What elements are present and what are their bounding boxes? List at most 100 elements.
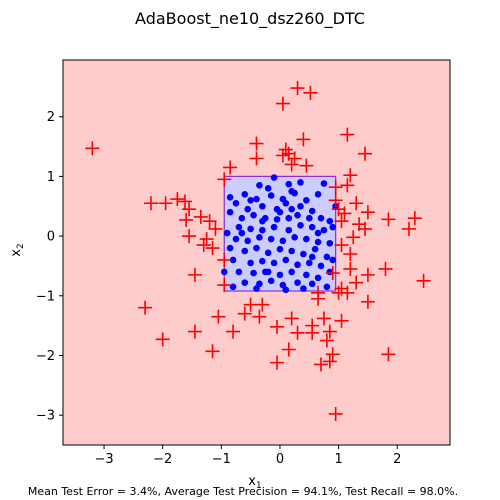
positive-point — [308, 207, 316, 215]
negative-point — [211, 309, 226, 324]
positive-point — [238, 229, 246, 237]
negative-point — [378, 261, 393, 276]
negative-point — [296, 132, 311, 147]
positive-point — [329, 223, 337, 231]
negative-point — [155, 332, 170, 347]
negative-point — [299, 158, 314, 173]
positive-point — [267, 235, 275, 243]
data-marks — [85, 81, 431, 421]
positive-point — [314, 229, 322, 237]
positive-point — [270, 223, 278, 231]
positive-point — [264, 268, 272, 276]
positive-point — [303, 196, 310, 204]
negative-point — [208, 221, 223, 236]
positive-point — [226, 244, 234, 252]
positive-point — [291, 233, 298, 241]
negative-point — [275, 148, 290, 163]
negative-point — [143, 196, 158, 211]
negative-point — [328, 193, 343, 208]
positive-point — [264, 249, 272, 257]
negative-point — [416, 273, 431, 288]
positive-point — [297, 179, 304, 186]
negative-point — [193, 209, 208, 224]
negative-point — [381, 347, 396, 362]
positive-point — [326, 239, 334, 247]
positive-point — [288, 188, 295, 195]
negative-point — [223, 160, 238, 175]
positive-point — [232, 199, 240, 207]
positive-point — [253, 244, 260, 252]
x-tick-label: −2 — [153, 452, 172, 467]
y-axis-ticks: −3 −2 −1 0 1 2 — [36, 110, 63, 424]
y-tick-label: 2 — [47, 110, 55, 125]
negative-point — [340, 178, 355, 193]
positive-point — [276, 245, 284, 253]
positive-point — [244, 237, 252, 245]
x-tick-label: 2 — [393, 452, 401, 467]
negative-point — [205, 344, 220, 359]
positive-point — [259, 202, 266, 210]
positive-point — [314, 191, 322, 198]
positive-point — [276, 208, 284, 216]
positive-point — [264, 185, 272, 192]
negative-point — [303, 85, 318, 100]
negative-point — [360, 205, 375, 220]
positive-point — [259, 226, 266, 234]
x-tick-label: 1 — [334, 452, 342, 467]
negative-point — [217, 278, 232, 293]
positive-point — [308, 223, 316, 231]
negative-point — [381, 212, 396, 227]
positive-point — [279, 281, 287, 289]
negative-point — [177, 194, 192, 209]
positive-point — [288, 247, 295, 255]
positive-point — [241, 279, 249, 286]
positive-point — [253, 285, 260, 292]
negative-point — [158, 196, 173, 211]
x-axis-label-main: x — [248, 474, 256, 489]
negative-point — [270, 355, 285, 370]
positive-point — [259, 217, 266, 225]
negative-point — [179, 212, 194, 227]
positive-point — [297, 202, 304, 210]
negative-point — [334, 214, 349, 229]
negative-point — [284, 311, 299, 326]
positive-point — [294, 279, 301, 286]
negative-point — [349, 196, 364, 211]
negative-point — [334, 238, 349, 253]
negative-point — [319, 333, 334, 348]
positive-point — [247, 196, 254, 204]
positive-point — [308, 253, 316, 261]
positive-point — [250, 269, 257, 277]
negative-point — [322, 354, 337, 369]
negative-point — [196, 238, 211, 253]
negative-point — [284, 157, 299, 172]
positive-point — [329, 256, 337, 264]
negative-point — [255, 297, 270, 312]
positive-point — [270, 174, 278, 181]
negative-point — [170, 192, 185, 207]
positive-point — [247, 259, 254, 267]
negative-point — [407, 211, 422, 226]
positive-point — [305, 259, 313, 267]
negative-point — [322, 324, 337, 339]
negative-point — [217, 172, 232, 187]
negative-point — [346, 230, 361, 245]
positive-point — [256, 233, 263, 241]
negative-point — [217, 252, 232, 267]
positive-point — [285, 214, 293, 222]
positive-point — [311, 245, 319, 253]
positive-point — [326, 217, 334, 225]
y-tick-label: 1 — [47, 170, 55, 185]
negative-point — [357, 221, 372, 236]
y-axis-label: x2 — [9, 243, 26, 256]
y-tick-label: −2 — [36, 349, 55, 364]
positive-point — [317, 262, 325, 270]
negative-point — [343, 168, 358, 183]
x-tick-label: −1 — [212, 452, 231, 467]
positive-point — [276, 271, 284, 279]
positive-point — [256, 280, 263, 288]
positive-point — [235, 223, 243, 231]
negative-point — [325, 347, 340, 362]
positive-point — [267, 277, 275, 285]
negative-point — [305, 318, 320, 333]
